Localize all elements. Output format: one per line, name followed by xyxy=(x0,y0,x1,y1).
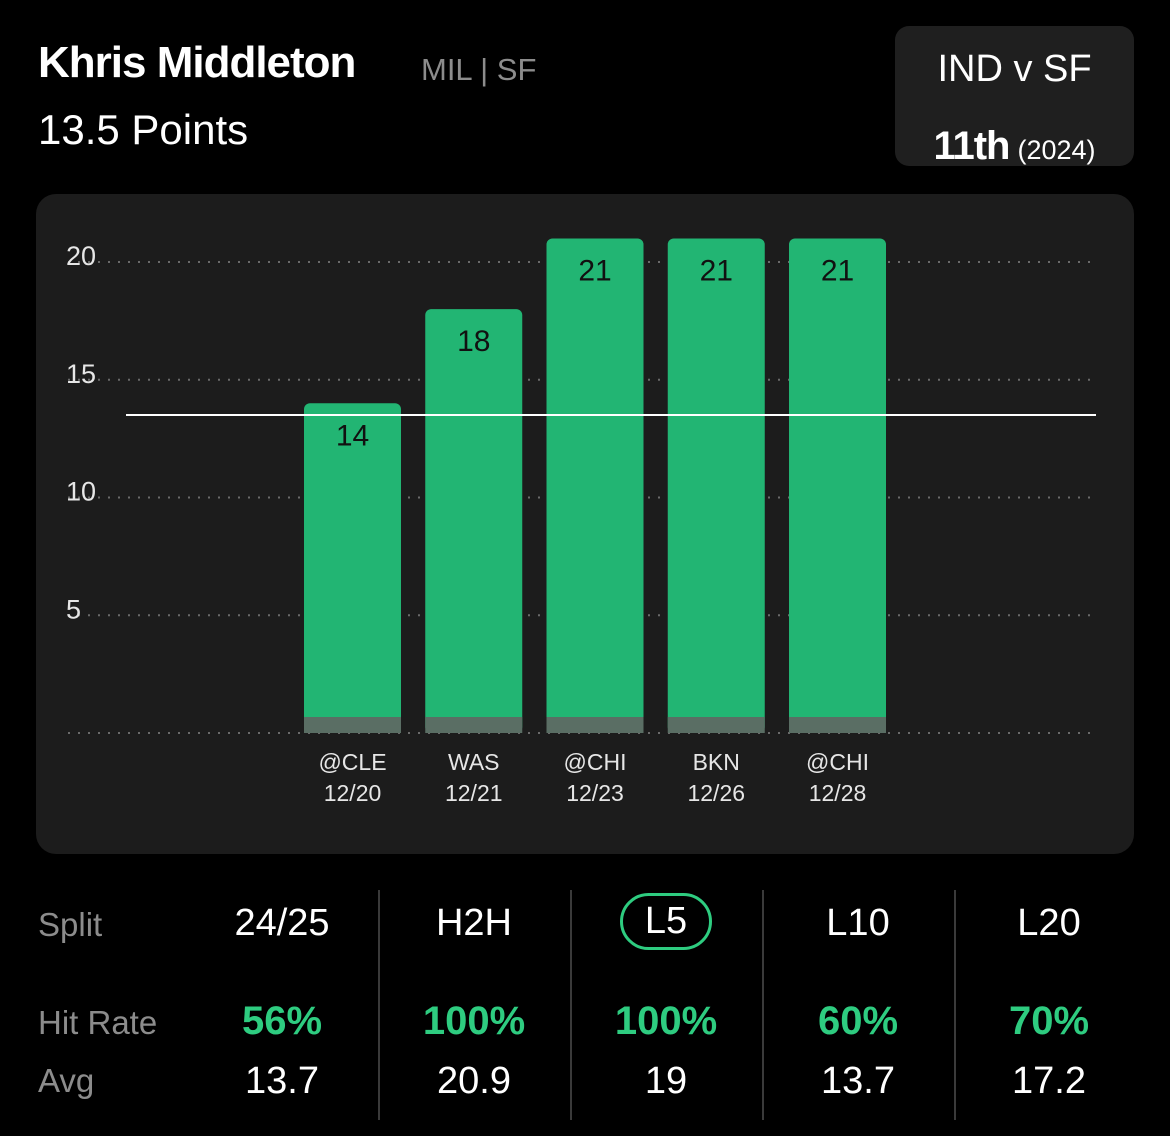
x-tick-date: 12/21 xyxy=(445,780,503,806)
bar-base xyxy=(546,717,644,733)
split-tab-l10[interactable]: L10 xyxy=(768,902,948,945)
avg-row-label: Avg xyxy=(38,1062,95,1099)
split-tab-label: L5 xyxy=(619,893,713,950)
y-tick-label: 20 xyxy=(66,241,96,271)
matchup-rank-row: 11th (2024) xyxy=(895,124,1134,169)
matchup-season: (2024) xyxy=(1017,135,1096,165)
bar xyxy=(546,238,644,733)
bar-base xyxy=(789,717,886,733)
avg-value: 13.7 xyxy=(821,1060,895,1102)
bar-chart: 5 10 15 20 14 @CLE 12/20 18 WAS 12/21 21 @CHI 12/23 2… xyxy=(66,238,1096,806)
hit-rate-value: 100% xyxy=(422,999,526,1043)
avg-value: 20.9 xyxy=(437,1060,511,1102)
x-tick-opponent: WAS xyxy=(448,749,500,775)
avg-value: 17.2 xyxy=(1012,1060,1086,1102)
split-row-label: Split xyxy=(38,906,103,943)
chart-panel: 5 10 15 20 14 @CLE 12/20 18 WAS 12/21 21 @CHI 12/23 2… xyxy=(36,194,1134,854)
split-tab-label: L10 xyxy=(826,902,890,944)
x-tick-opponent: BKN xyxy=(693,749,740,775)
column-divider xyxy=(570,890,572,1120)
bar-value-label: 21 xyxy=(821,254,854,287)
split-tab-label: L20 xyxy=(1017,902,1081,944)
bar xyxy=(304,403,401,733)
x-tick-date: 12/20 xyxy=(324,780,382,806)
x-tick-date: 12/28 xyxy=(809,780,867,806)
hit-rate-value: 56% xyxy=(241,999,323,1043)
player-name: Khris Middleton xyxy=(38,38,356,87)
x-tick-opponent: @CLE xyxy=(318,749,386,775)
x-tick-date: 12/23 xyxy=(566,780,624,806)
bar-base xyxy=(667,717,765,733)
hit-rate-value: 60% xyxy=(817,999,899,1043)
bar xyxy=(667,238,765,733)
x-tick-opponent: @CHI xyxy=(564,749,627,775)
bar-value-label: 21 xyxy=(700,254,733,287)
y-tick-label: 5 xyxy=(66,594,81,624)
split-tab-l20[interactable]: L20 xyxy=(959,902,1139,945)
bar-value-label: 18 xyxy=(457,325,490,358)
matchup-rank: 11th xyxy=(933,124,1010,168)
avg-value: 13.7 xyxy=(245,1060,319,1102)
matchup-title: IND v SF xyxy=(937,48,1092,90)
split-tab-24-25[interactable]: 24/25 xyxy=(192,902,372,945)
x-tick-date: 12/26 xyxy=(687,780,745,806)
y-tick-label: 10 xyxy=(66,477,96,507)
split-tab-h2h[interactable]: H2H xyxy=(384,902,564,945)
prop-line: 13.5 Points xyxy=(38,106,249,153)
column-divider xyxy=(954,890,956,1120)
bar xyxy=(425,309,523,733)
bar-value-label: 14 xyxy=(336,419,369,452)
team-position: MIL | SF xyxy=(421,52,537,87)
matchup-card[interactable]: IND v SF 11th (2024) xyxy=(895,26,1134,169)
split-tab-l5[interactable]: L5 xyxy=(576,893,756,950)
y-tick-label: 15 xyxy=(66,359,96,389)
hit-rate-value: 70% xyxy=(1008,999,1090,1043)
column-divider xyxy=(762,890,764,1120)
bar-base xyxy=(304,717,401,733)
bar-value-label: 21 xyxy=(578,254,611,287)
hit-rate-value: 100% xyxy=(614,999,718,1043)
column-divider xyxy=(378,890,380,1120)
avg-value: 19 xyxy=(644,1060,688,1102)
split-tab-label: 24/25 xyxy=(234,902,330,944)
hit-rate-row-label: Hit Rate xyxy=(38,1004,158,1041)
x-tick-opponent: @CHI xyxy=(806,749,869,775)
bar-base xyxy=(425,717,523,733)
split-tab-label: H2H xyxy=(435,902,513,944)
bar xyxy=(789,238,886,733)
